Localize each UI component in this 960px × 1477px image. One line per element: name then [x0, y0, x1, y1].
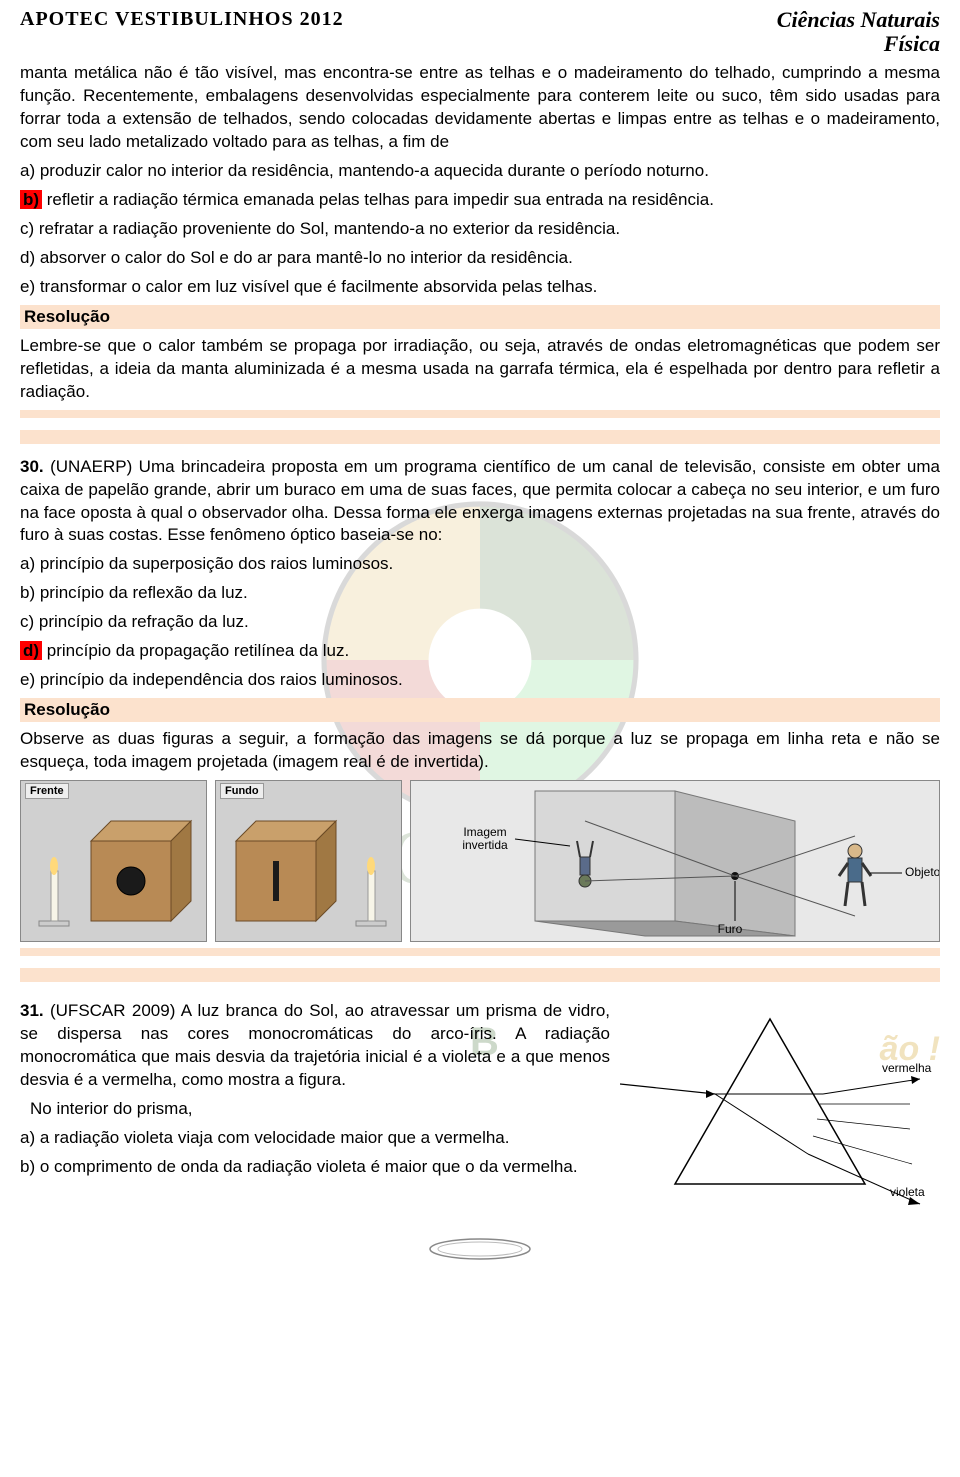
q30-d-highlight: d) [20, 641, 42, 660]
q30-panel-front: Frente [20, 780, 207, 942]
q29-intro: manta metálica não é tão visível, mas en… [20, 62, 940, 154]
q30-image-row: Frente Fundo [20, 780, 940, 942]
q30-stem-text: (UNAERP) Uma brincadeira proposta em um … [20, 457, 940, 545]
q29-resolution-label: Resolução [20, 305, 940, 329]
q29-b-text: refletir a radiação térmica emanada pela… [42, 190, 714, 209]
q29-resolution-text: Lembre-se que o calor também se propaga … [20, 335, 940, 404]
q29-b-highlight: b) [20, 190, 42, 209]
prism-label-red: vermelha [882, 1061, 932, 1075]
q30-resolution-text: Observe as duas figuras a seguir, a form… [20, 728, 940, 774]
q30-resolution-label: Resolução [20, 698, 940, 722]
svg-text:Imagem: Imagem [463, 825, 506, 839]
q30-option-e: e) princípio da independência dos raios … [20, 669, 940, 692]
prism-label-violet: violeta [890, 1185, 925, 1199]
q30-option-d: d) princípio da propagação retilínea da … [20, 640, 940, 663]
q30-panel2-label: Fundo [220, 783, 264, 799]
separator-bar [20, 430, 940, 444]
q29-option-a: a) produzir calor no interior da residên… [20, 160, 940, 183]
q30-panel1-label: Frente [25, 783, 69, 799]
q29-option-c: c) refratar a radiação proveniente do So… [20, 218, 940, 241]
q29-option-d: d) absorver o calor do Sol e do ar para … [20, 247, 940, 270]
q30-option-c: c) princípio da refração da luz. [20, 611, 940, 634]
svg-text:Objeto: Objeto [905, 865, 939, 879]
separator-bar [20, 968, 940, 982]
footer-ellipse-icon [20, 1234, 940, 1269]
q30-option-b: b) princípio da reflexão da luz. [20, 582, 940, 605]
q30-stem: 30. (UNAERP) Uma brincadeira proposta em… [20, 456, 940, 548]
q30-number: 30. [20, 457, 44, 476]
q31-number: 31. [20, 1001, 44, 1020]
header-subject: Ciências Naturais [777, 8, 940, 32]
page-header: APOTEC VESTIBULINHOS 2012 Ciências Natur… [20, 8, 940, 56]
q31-prism-figure: vermelha violeta [620, 994, 940, 1214]
q30-d-text: princípio da propagação retilínea da luz… [42, 641, 349, 660]
q30-panel-diagram: Imagem invertida Furo Objeto [410, 780, 940, 942]
q29-option-e: e) transformar o calor em luz visível qu… [20, 276, 940, 299]
q30-option-a: a) princípio da superposição dos raios l… [20, 553, 940, 576]
svg-text:Furo: Furo [718, 922, 743, 936]
separator-bar [20, 948, 940, 956]
q31-stem-text: (UFSCAR 2009) A luz branca do Sol, ao at… [20, 1001, 610, 1089]
q30-panel-back: Fundo [215, 780, 402, 942]
header-title-right: Ciências Naturais Física [777, 8, 940, 56]
header-topic: Física [777, 32, 940, 56]
svg-text:invertida: invertida [462, 838, 508, 852]
header-title-left: APOTEC VESTIBULINHOS 2012 [20, 8, 344, 31]
q29-option-b: b) refletir a radiação térmica emanada p… [20, 189, 940, 212]
separator-bar [20, 410, 940, 418]
